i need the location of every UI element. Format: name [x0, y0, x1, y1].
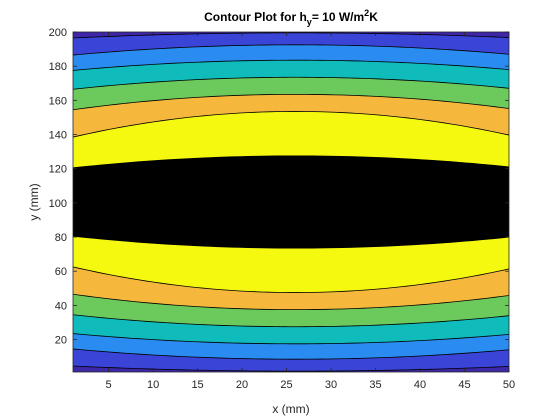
x-tick-label: 45 [458, 379, 470, 391]
x-tick-label: 35 [369, 379, 381, 391]
contour-line-2-lower [73, 333, 509, 345]
chart-title: Contour Plot for hy= 10 W/m2K [204, 8, 378, 27]
y-tick-label: 140 [49, 130, 67, 142]
y-tick-label: 180 [49, 61, 67, 73]
title-subscript: y [307, 17, 312, 27]
contour-line-4-lower [73, 293, 509, 311]
contour-line-2-upper [73, 59, 509, 71]
contour-line-3-upper [73, 76, 509, 90]
contour-band-7 [73, 155, 509, 249]
x-tick-label: 5 [106, 379, 112, 391]
x-tick-label: 25 [280, 379, 292, 391]
title-suffix: K [369, 10, 378, 24]
plot-area-border [72, 31, 510, 373]
contour-line-6-lower [73, 235, 509, 249]
contour-line-6-upper [73, 155, 509, 169]
y-tick-label: 100 [49, 198, 67, 210]
y-tick-label: 160 [49, 95, 67, 107]
title-superscript: 2 [364, 8, 369, 18]
x-axis-label: x (mm) [272, 402, 309, 416]
x-tick-label: 50 [503, 379, 515, 391]
title-middle: = 10 W/m [312, 10, 364, 24]
contour-line-5-lower [73, 266, 509, 293]
y-axis: 20 40 60 80 100 120 140 160 180 200 [49, 27, 509, 347]
y-axis-label: y (mm) [27, 183, 41, 220]
y-tick-label: 80 [55, 232, 67, 244]
y-tick-label: 40 [55, 300, 67, 312]
contour-lines [73, 32, 509, 372]
x-tick-label: 10 [147, 379, 159, 391]
contour-line-5-upper [73, 111, 509, 138]
y-tick-label: 120 [49, 164, 67, 176]
contour-line-4-upper [73, 93, 509, 111]
x-tick-label: 30 [325, 379, 337, 391]
x-axis: 5 10 15 20 25 30 35 40 45 50 [106, 32, 515, 391]
contour-line-1-upper [73, 44, 509, 56]
contour-line-0-upper [73, 32, 509, 39]
x-tick-label: 40 [414, 379, 426, 391]
y-tick-label: 200 [49, 27, 67, 39]
x-tick-label: 15 [191, 379, 203, 391]
y-tick-label: 60 [55, 266, 67, 278]
contour-line-1-lower [73, 348, 509, 360]
contour-line-3-lower [73, 314, 509, 328]
x-tick-label: 20 [236, 379, 248, 391]
y-tick-label: 20 [55, 335, 67, 347]
contour-line-0-lower [73, 365, 509, 372]
